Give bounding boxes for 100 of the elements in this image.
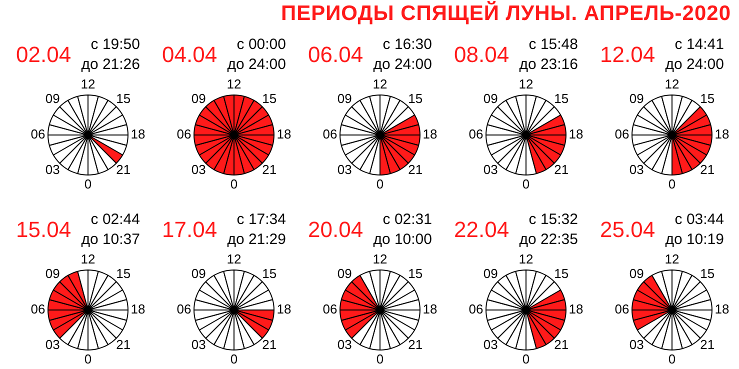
text: 15 [554, 266, 569, 282]
text: с 02:44 [90, 211, 140, 228]
text: 06 [614, 126, 630, 142]
text: 06 [176, 126, 192, 142]
text: 06 [468, 126, 484, 142]
text: 0 [84, 176, 92, 192]
text: 21 [554, 162, 569, 177]
text: 06 [176, 302, 192, 317]
text: 18 [568, 126, 584, 142]
text: 12 [80, 252, 96, 267]
text: 18 [422, 126, 438, 142]
text: 09 [483, 91, 498, 106]
text: 21 [116, 336, 131, 352]
text: с 16:30 [382, 36, 432, 53]
text: 0 [668, 352, 676, 367]
text: 09 [191, 266, 206, 282]
text: 21 [116, 162, 131, 177]
text: с 17:34 [236, 211, 286, 228]
text: 09 [629, 266, 644, 282]
chart-title: 04.04 [162, 42, 218, 68]
text: 06 [614, 302, 630, 317]
text: с 03:44 [674, 211, 724, 228]
text: до 21:29 [227, 231, 286, 248]
text: 21 [700, 162, 715, 177]
text: 15 [408, 266, 423, 282]
text: 12 [226, 76, 242, 92]
text: 06 [30, 126, 46, 142]
text: 03 [629, 336, 644, 352]
text: 15 [700, 91, 715, 106]
chart-title: 02.04 [16, 42, 72, 68]
text: 18 [276, 126, 292, 142]
text: 03 [191, 162, 206, 177]
text: до 10:19 [665, 231, 724, 248]
text: 03 [45, 336, 60, 352]
text: 18 [714, 126, 730, 142]
text: 06 [322, 302, 338, 317]
text: до 22:35 [519, 231, 578, 248]
text: 09 [45, 266, 60, 282]
text: 12 [372, 76, 388, 92]
text: 12 [226, 252, 242, 267]
text: до 24:00 [373, 56, 432, 73]
chart-title: 12.04 [600, 42, 656, 68]
text: 09 [629, 91, 644, 106]
text: 18 [422, 302, 438, 317]
text: 03 [337, 162, 352, 177]
text: 15 [116, 91, 131, 106]
text: 03 [483, 162, 498, 177]
text: 18 [714, 302, 730, 317]
text: 09 [191, 91, 206, 106]
text: 15 [554, 91, 569, 106]
text: 0 [84, 352, 92, 367]
text: до 10:00 [373, 231, 432, 248]
text: 21 [554, 336, 569, 352]
text: 0 [376, 176, 384, 192]
text: до 21:26 [81, 56, 140, 73]
text: 18 [130, 302, 146, 317]
text: с 00:00 [236, 36, 286, 53]
text: 03 [191, 336, 206, 352]
text: 18 [568, 302, 584, 317]
text: 03 [45, 162, 60, 177]
text: 0 [668, 176, 676, 192]
text: 12 [664, 252, 680, 267]
text: 09 [337, 266, 352, 282]
text: 09 [483, 266, 498, 282]
text: 18 [130, 126, 146, 142]
text: 12 [372, 252, 388, 267]
text: до 23:16 [519, 56, 578, 73]
chart-title: 20.04 [308, 217, 364, 243]
text: 12 [518, 76, 534, 92]
text: до 24:00 [227, 56, 286, 73]
text: 15 [116, 266, 131, 282]
text: с 14:41 [674, 36, 724, 53]
text: 06 [30, 302, 46, 317]
text: до 24:00 [665, 56, 724, 73]
text: 12 [80, 76, 96, 92]
chart-title: 08.04 [454, 42, 510, 68]
text: 06 [468, 302, 484, 317]
text: 12 [664, 76, 680, 92]
text: 03 [337, 336, 352, 352]
text: 0 [230, 352, 238, 367]
text: 15 [262, 91, 277, 106]
text: 03 [629, 162, 644, 177]
chart-title: 17.04 [162, 217, 218, 243]
chart-title: 22.04 [454, 217, 510, 243]
text: 03 [483, 336, 498, 352]
text: до 10:37 [81, 231, 140, 248]
text: 15 [262, 266, 277, 282]
text: 09 [45, 91, 60, 106]
text: ПЕРИОДЫ СПЯЩЕЙ ЛУНЫ. АПРЕЛЬ-2020 [280, 2, 731, 26]
text: 09 [337, 91, 352, 106]
chart-title: 06.04 [308, 42, 364, 68]
text: с 19:50 [90, 36, 140, 53]
text: 15 [700, 266, 715, 282]
text: 12 [518, 252, 534, 267]
text: 21 [408, 336, 423, 352]
chart-title: 15.04 [16, 217, 72, 243]
text: 15 [408, 91, 423, 106]
text: 0 [522, 352, 530, 367]
text: с 15:32 [528, 211, 578, 228]
text: с 02:31 [382, 211, 432, 228]
